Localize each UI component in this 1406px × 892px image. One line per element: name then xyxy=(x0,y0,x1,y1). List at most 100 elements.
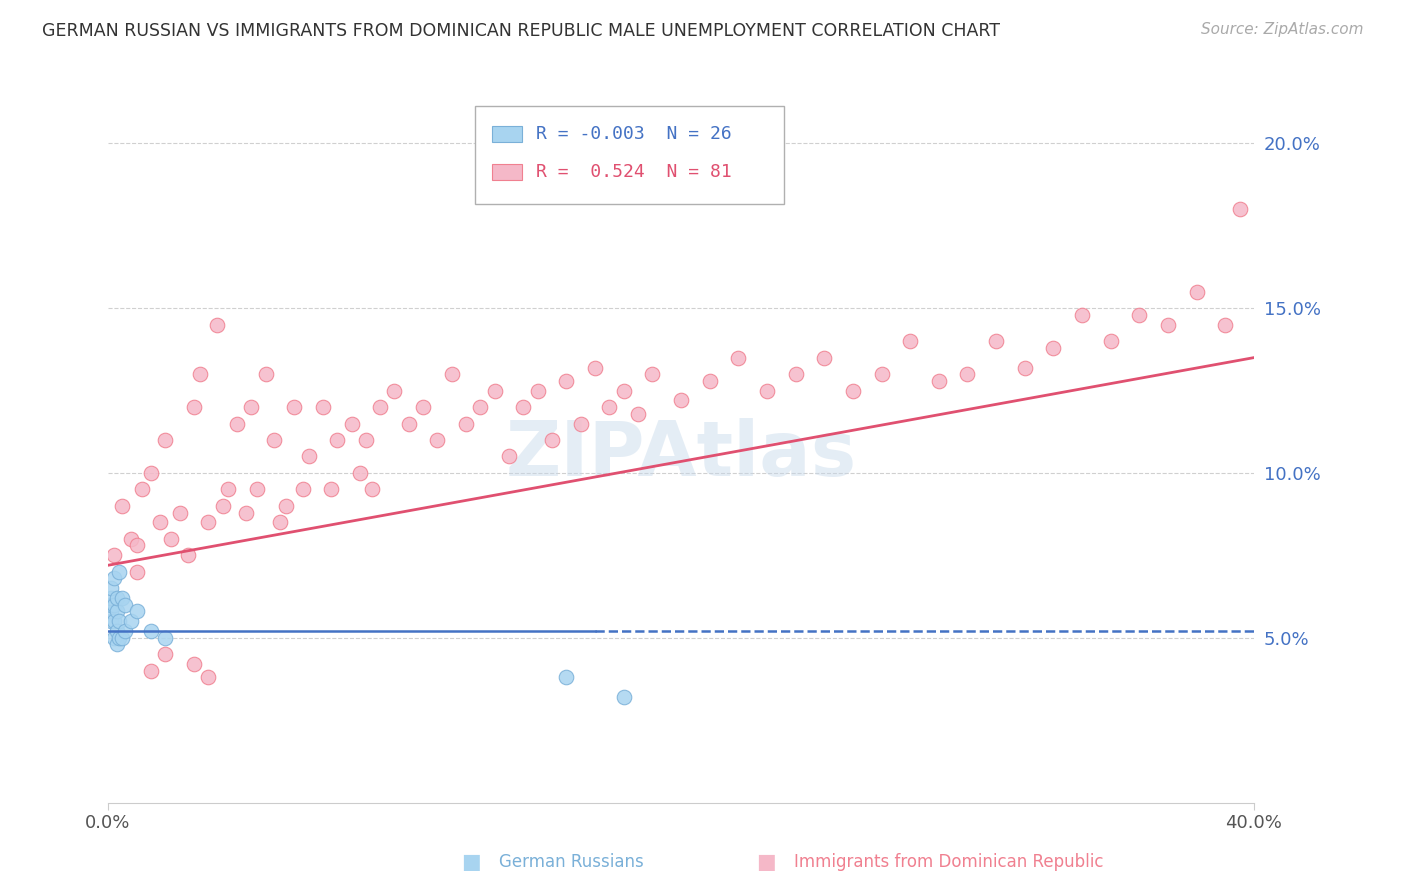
Point xyxy=(103,598,125,612)
Point xyxy=(598,400,620,414)
Point xyxy=(541,433,564,447)
Point xyxy=(984,334,1007,348)
Point xyxy=(398,417,420,431)
Point xyxy=(183,657,205,672)
Point xyxy=(269,516,291,530)
Text: R =  0.524  N = 81: R = 0.524 N = 81 xyxy=(536,162,731,181)
Text: ■: ■ xyxy=(461,852,481,871)
Text: German Russians: German Russians xyxy=(499,853,644,871)
Point xyxy=(956,367,979,381)
Point xyxy=(103,615,125,629)
Point xyxy=(188,367,211,381)
Point xyxy=(870,367,893,381)
Point xyxy=(613,690,636,705)
Point xyxy=(139,664,162,678)
Point xyxy=(160,532,183,546)
Point xyxy=(340,417,363,431)
Point xyxy=(440,367,463,381)
Point xyxy=(755,384,778,398)
Point xyxy=(583,360,606,375)
Point xyxy=(211,499,233,513)
Point xyxy=(555,374,578,388)
Point xyxy=(727,351,749,365)
Point xyxy=(125,604,148,618)
Point xyxy=(291,483,314,497)
Point xyxy=(484,384,506,398)
Point xyxy=(1213,318,1236,332)
Point xyxy=(131,483,153,497)
Point xyxy=(155,631,177,645)
Point xyxy=(412,400,434,414)
Point xyxy=(928,374,950,388)
Point xyxy=(312,400,335,414)
Point xyxy=(641,367,664,381)
Point xyxy=(526,384,548,398)
Point xyxy=(139,624,162,639)
Point xyxy=(103,571,125,585)
Point xyxy=(569,417,592,431)
Text: GERMAN RUSSIAN VS IMMIGRANTS FROM DOMINICAN REPUBLIC MALE UNEMPLOYMENT CORRELATI: GERMAN RUSSIAN VS IMMIGRANTS FROM DOMINI… xyxy=(42,22,1000,40)
Text: R = -0.003  N = 26: R = -0.003 N = 26 xyxy=(536,125,731,143)
Point xyxy=(108,565,131,579)
Point xyxy=(100,591,122,606)
Point xyxy=(613,384,636,398)
Point xyxy=(1042,341,1064,355)
Point xyxy=(105,624,128,639)
Point xyxy=(103,549,125,563)
Text: ■: ■ xyxy=(756,852,776,871)
Point xyxy=(103,631,125,645)
Point xyxy=(197,516,219,530)
Point xyxy=(120,532,142,546)
Point xyxy=(669,393,692,408)
Point xyxy=(1014,360,1036,375)
Point xyxy=(785,367,807,381)
Point xyxy=(627,407,650,421)
Point xyxy=(240,400,263,414)
Point xyxy=(148,516,170,530)
Point xyxy=(263,433,285,447)
Point xyxy=(205,318,228,332)
Point xyxy=(169,506,191,520)
Point xyxy=(555,670,578,684)
Point xyxy=(125,539,148,553)
Point xyxy=(326,433,349,447)
Point xyxy=(114,598,136,612)
Point xyxy=(155,647,177,661)
Point xyxy=(125,565,148,579)
Point xyxy=(177,549,200,563)
Point xyxy=(197,670,219,684)
Point xyxy=(108,615,131,629)
Point xyxy=(498,450,520,464)
Point xyxy=(120,615,142,629)
FancyBboxPatch shape xyxy=(475,106,785,204)
Point xyxy=(139,466,162,480)
Point xyxy=(108,631,131,645)
Point xyxy=(699,374,721,388)
Point xyxy=(100,582,122,596)
Point xyxy=(297,450,319,464)
Point xyxy=(105,637,128,651)
Point xyxy=(100,604,122,618)
Point xyxy=(898,334,921,348)
Point xyxy=(274,499,297,513)
Point xyxy=(368,400,391,414)
Point xyxy=(283,400,305,414)
Point xyxy=(1157,318,1180,332)
FancyBboxPatch shape xyxy=(492,164,522,179)
Point xyxy=(512,400,534,414)
Point xyxy=(217,483,239,497)
FancyBboxPatch shape xyxy=(492,126,522,142)
Point xyxy=(111,591,134,606)
Point xyxy=(426,433,449,447)
Point xyxy=(155,433,177,447)
Point xyxy=(1128,308,1150,322)
Point xyxy=(1071,308,1094,322)
Point xyxy=(183,400,205,414)
Point xyxy=(235,506,257,520)
Point xyxy=(470,400,492,414)
Point xyxy=(105,604,128,618)
Text: Immigrants from Dominican Republic: Immigrants from Dominican Republic xyxy=(794,853,1104,871)
Point xyxy=(226,417,249,431)
Point xyxy=(813,351,835,365)
Point xyxy=(100,598,122,612)
